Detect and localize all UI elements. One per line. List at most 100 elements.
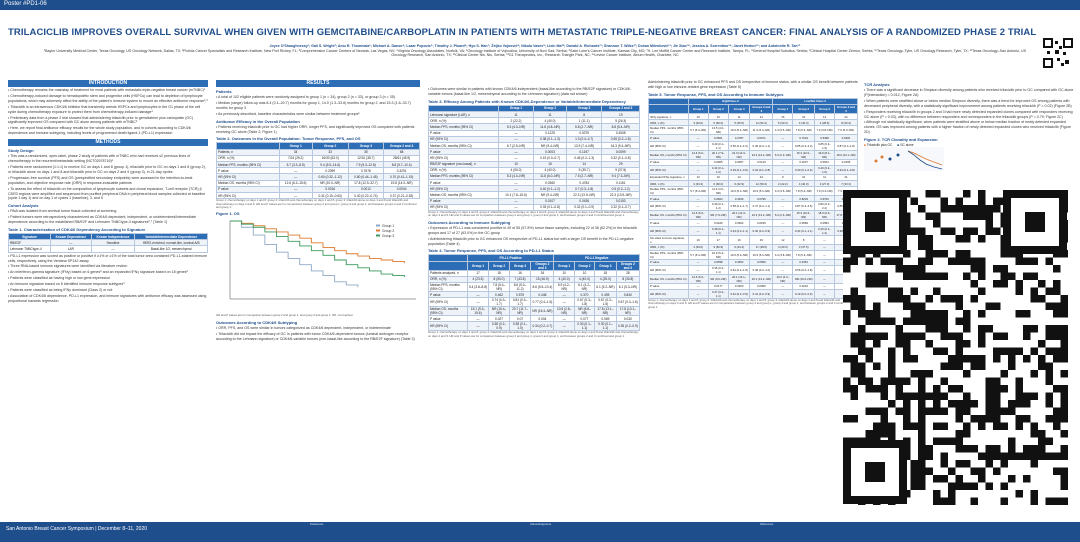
poster-title: TRILACICLIB IMPROVES OVERALL SURVIVAL WH…	[8, 27, 1037, 38]
column-center: • Outcomes were similar in patients with…	[428, 86, 641, 338]
table-row: HR (95% CI) —0.33 (0.1–0.8) 0.32 (0.1–0.9)…	[428, 203, 640, 212]
table-cell: 0.44 (0.1–1.2)	[707, 164, 729, 175]
table-cell: 17.8 (13.1–NR)	[615, 306, 641, 317]
table-header-cell: Groups 2 and 3	[834, 104, 858, 114]
table-row: HR (95% CI) —0.38 (0.1–1.1) 0.44 (0.2–1.1)…	[648, 225, 858, 236]
table-cell: —	[553, 315, 575, 323]
immune-heading: Outcomes According to Immune Subtyping	[428, 219, 511, 225]
table-cell: Lehmann TNBCtype-4	[7, 245, 52, 253]
bullet-item: • When patients were stratified above or…	[864, 98, 1072, 108]
antitumor-body: • Patients receiving trilaciclib prior t…	[216, 125, 420, 135]
table-cell: 5.4 (3.8–8.8)	[466, 282, 490, 292]
table-header-cell: Group 1	[687, 104, 709, 114]
table-cell: HR (95% CI)	[648, 140, 689, 151]
table-cell: —	[772, 264, 794, 275]
bottom-bar	[0, 522, 1080, 542]
table-cell: NR (7.9–NR)	[707, 210, 729, 221]
header-qr-code-icon[interactable]	[1043, 38, 1073, 68]
table-cell: —	[772, 219, 794, 227]
figure2-legend: ■ Trilaciclib plus GC ■ GC alone	[864, 143, 1074, 147]
table-cell: NR (15.4–NR)	[530, 306, 555, 317]
cdk-body-continued: • Outcomes were similar in patients with…	[428, 87, 640, 97]
table-cell: 6.3 (2.3–NR)	[772, 149, 794, 160]
bullet-item: • ORR, PFS, and OS were similar in tumor…	[216, 325, 392, 330]
table-cell: Median PFS, months (95% CI)	[648, 125, 689, 136]
tcr-heading: TCR Analysis	[864, 82, 890, 87]
table5-footnote: Group 1: chemotherapy on days 1 and 8; g…	[648, 298, 854, 309]
table-cell: —	[813, 282, 836, 291]
table-cell: 10.9 (5.4–NR)	[727, 125, 751, 136]
table-row: HR (95% CI) —0.44 (0.1–1.2) 0.39 (0.1–0.9)…	[648, 164, 858, 175]
table-cell: 8.6 (5.0–11.2)	[508, 282, 532, 292]
bullet-item: • Administering trilaciclib prior to GC …	[428, 236, 634, 246]
table-cell: —	[813, 289, 836, 300]
table-row: Median OS, months (95% CI) 12.6 (6.0–NR) 2…	[648, 149, 858, 160]
table-cell: 0.85 (0.4–1.9)	[813, 140, 836, 151]
table-header-cell: Group 3	[813, 104, 836, 114]
table-header-cell: Group 2	[707, 104, 729, 114]
table-cell: 0.0177	[707, 282, 729, 291]
table-header-cell: Groups 2 and 3	[749, 104, 774, 114]
table-cell: NR (9.0–NR)	[707, 273, 729, 284]
table-row: Median PFS, months (95% CI) 5.7 (5.4–NR) 1…	[648, 249, 858, 260]
table-cell: 7.9 (5.3–NR)	[834, 125, 858, 136]
bullet-item: • Trilaciclib did not impact the efficac…	[216, 331, 415, 341]
table-cell: 0.0601	[707, 134, 729, 142]
table-header-cell: Groups 2 and 3	[615, 260, 641, 271]
table-cell: 33	[749, 234, 774, 245]
bullet-item: • Expression of PD-L1 was considered pos…	[428, 225, 638, 235]
table-cell: 9 (52.9)	[707, 243, 729, 251]
large-qr-code-icon[interactable]	[843, 190, 1069, 510]
bullet-item: • Outcomes were similar in patients with…	[428, 87, 631, 96]
column-right: TCR Analysis • There was a significant d…	[864, 80, 1074, 176]
table-cell: 10.9 (5.4–NR)	[707, 249, 729, 260]
bullet-item: • Preliminary data from a phase 2 trial …	[8, 115, 194, 125]
table2-footnote: Group 1: chemotherapy on days 1 and 8; g…	[216, 198, 417, 209]
table-cell: Median PFS, months (95% CI)	[648, 249, 689, 260]
table-row: Median PFS, months (95% CI) 5.4 (3.8–8.8)…	[428, 282, 641, 292]
table-header-cell: Groups 2 and 3	[530, 260, 555, 271]
table-cell: 0.77 (0.4–1.5)	[530, 297, 555, 308]
table-cell: 10.9 (5.4–NR)	[749, 186, 774, 197]
bullet-item: • Trilaciclib is an intravenous CDK4/6 i…	[8, 104, 201, 114]
table-cell: 0.34 (0.1–0.8)	[749, 164, 774, 175]
cohort-analysis-heading: Cohort Analysis	[8, 203, 39, 209]
table-cell: 22.3 (13.1–NR)	[749, 149, 774, 160]
bullet-item: • Progression-free survival (PFS) and OS…	[8, 175, 193, 185]
table-row: Lehmann TNBCtype-4 LAR — Basal-like 1/2, me…	[7, 245, 208, 253]
table-cell: —	[772, 258, 794, 266]
table-cell: 0.45 (0.2–1.2)	[813, 225, 836, 236]
table-cell: 20.1 (7.9–NR)	[707, 149, 729, 160]
table-row: HR (95% CI) —0.31 (0.15–0.63) 0.40 (0.22–0…	[216, 191, 420, 200]
table-cell: —	[466, 290, 490, 299]
series-line-group-1	[230, 220, 359, 288]
table-cell: 20.1 (13.1–NR)	[749, 273, 774, 284]
study-design-heading: Study Design	[8, 148, 34, 154]
table-row: P value —0.0601 0.2787 0.0671—0.7619 0.5498 0…	[648, 134, 858, 142]
results-heading: RESULTS	[216, 80, 420, 87]
table-cell: —	[772, 201, 794, 212]
table-row: P value —0.027 0.07 0.004—0.077 0.069 0.030	[428, 315, 641, 323]
table-cell: 0.85 (0.3–2.3)	[792, 140, 815, 151]
table-cell: 16	[727, 234, 751, 245]
table-cell: 7 (33.3)	[834, 179, 858, 188]
table-cell: 0.67 (0.3–1.6)	[594, 297, 617, 308]
immune-body: • Expression of PD-L1 was considered pos…	[428, 226, 640, 247]
table-cell: 7.9 (3.8–NR)	[813, 125, 836, 136]
table-cell: 15.1 (9.3–15.6)	[466, 306, 490, 317]
table-row: Six-class immune signature, n 10 17 16 33 12 8…	[648, 234, 858, 245]
table-cell: —	[813, 234, 836, 245]
table-cell: Six-class immune signature, n	[648, 234, 689, 245]
table-cell: 0.81 (0.3–1.7)	[508, 297, 532, 308]
bullet-item: • Chemotherapy remains the mainstay of t…	[8, 88, 206, 92]
table-cell: 0.48 (0.2–1.0)	[749, 264, 774, 275]
table-cell: 20.1 (12.3–NR)	[727, 210, 751, 221]
bullet-item: • A total of 102 eligible patients were …	[216, 95, 395, 99]
table-cell: 6.3 (2.3–NR)	[772, 210, 794, 221]
table-cell: ORR, n (%)	[428, 275, 468, 284]
table-cell: 0.077	[573, 315, 596, 323]
bullet-item: • This was a randomized, open-label, pha…	[8, 154, 191, 164]
table-header-cell: Group 3	[594, 260, 617, 271]
table-header-cell: Group 3	[508, 260, 532, 271]
bullet-item: • RNA was isolated from archival tumor t…	[8, 209, 117, 214]
